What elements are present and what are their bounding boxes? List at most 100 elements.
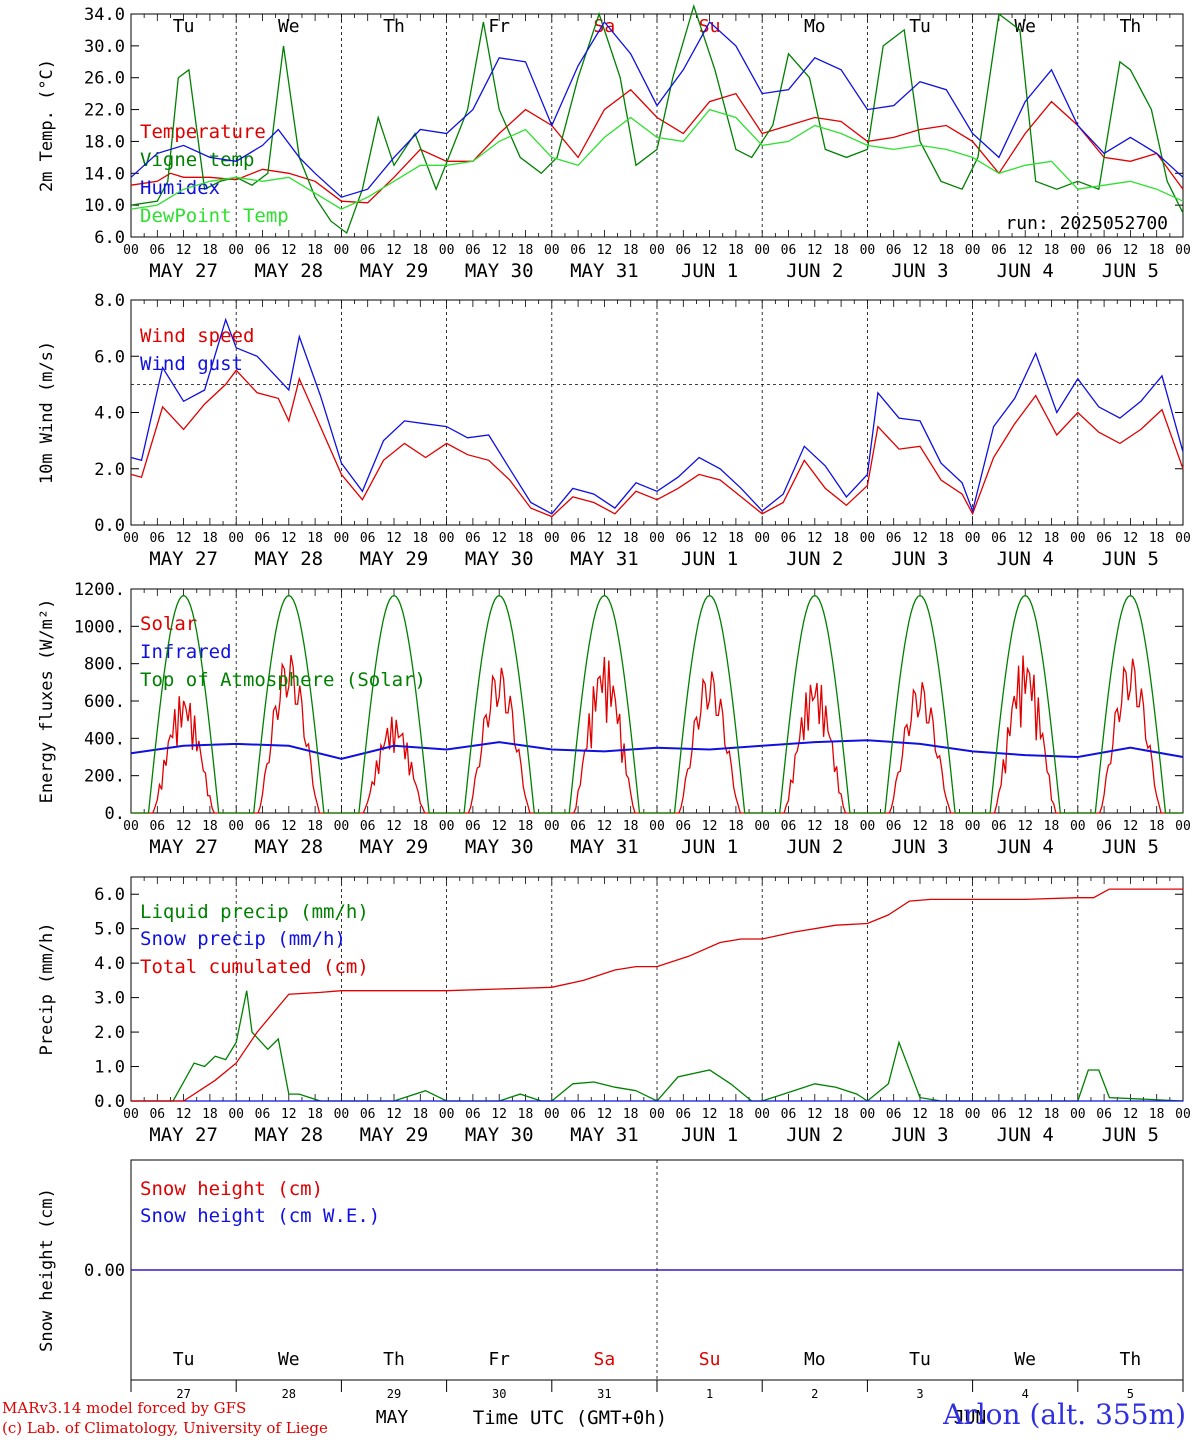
y-axis-label: Precip (mm/h) — [37, 922, 57, 1055]
date-label: JUN 2 — [786, 836, 843, 858]
hour-label: 06 — [781, 819, 797, 834]
hour-label: 12 — [1017, 1107, 1033, 1122]
hour-label: 00 — [1070, 531, 1086, 546]
hour-label: 06 — [149, 243, 165, 258]
day-number: 27 — [176, 1387, 190, 1401]
hour-label: 12 — [176, 243, 192, 258]
y-axis-label: 10m Wind (m/s) — [37, 341, 57, 484]
hour-label: 00 — [1175, 531, 1191, 546]
hour-label: 12 — [491, 243, 507, 258]
date-label: JUN 3 — [891, 836, 948, 858]
hour-label: 12 — [702, 531, 718, 546]
date-label: MAY 28 — [254, 1124, 323, 1146]
series-line-liquid-precip-mm-h- — [131, 990, 1184, 1102]
hour-label: 18 — [202, 243, 218, 258]
series-line-dewpoint-temp — [130, 108, 1184, 210]
hour-label: 12 — [702, 819, 718, 834]
y-tick-label: 1000. — [74, 617, 125, 637]
y-tick-label: 2.0 — [94, 1023, 125, 1043]
hour-label: 18 — [518, 243, 534, 258]
hour-label: 18 — [623, 819, 639, 834]
date-label: MAY 27 — [149, 1124, 218, 1146]
day-number: 3 — [916, 1387, 923, 1401]
month-label: JUN — [954, 1407, 987, 1428]
hour-label: 00 — [965, 1107, 981, 1122]
hour-label: 00 — [544, 531, 560, 546]
hour-label: 12 — [807, 1107, 823, 1122]
series-line-vigne-temp — [130, 3, 1184, 235]
hour-label: 12 — [1123, 243, 1139, 258]
y-tick-label: 400. — [84, 729, 125, 749]
series-line-top-of-atmosphere-solar- — [131, 594, 1183, 814]
hour-label: 18 — [938, 531, 954, 546]
hour-label: 12 — [281, 1107, 297, 1122]
hour-label: 00 — [123, 243, 139, 258]
hour-label: 18 — [728, 243, 744, 258]
legend-entry: Snow precip (mm/h) — [140, 928, 346, 950]
hour-label: 18 — [307, 243, 323, 258]
panel-4: 0.0 1.0 2.0 3.0 4.0 5.0 6.0 Precip (mm/h) 00 06 12… — [37, 876, 1191, 1146]
hour-label: 06 — [360, 243, 376, 258]
hour-label: 18 — [938, 819, 954, 834]
date-label: JUN 1 — [681, 836, 738, 858]
date-label: JUN 2 — [786, 1124, 843, 1146]
date-label: MAY 31 — [570, 836, 639, 858]
hour-label: 12 — [1017, 531, 1033, 546]
hour-label: 12 — [491, 531, 507, 546]
hour-label: 00 — [649, 819, 665, 834]
hour-label: 12 — [281, 819, 297, 834]
weekday-label: We — [278, 16, 300, 37]
hour-label: 06 — [1096, 531, 1112, 546]
weekday-label: We — [1014, 1349, 1036, 1370]
hour-label: 18 — [412, 243, 428, 258]
hour-label: 06 — [149, 819, 165, 834]
y-tick-label: 6.0 — [94, 347, 125, 367]
hour-label: 06 — [781, 243, 797, 258]
y-tick-label: 30.0 — [84, 37, 125, 57]
legend-entry: DewPoint Temp — [140, 205, 289, 227]
hour-label: 00 — [334, 531, 350, 546]
weekday-label: Th — [1120, 1349, 1142, 1370]
hour-label: 18 — [518, 819, 534, 834]
date-label: MAY 28 — [254, 836, 323, 858]
hour-label: 18 — [412, 819, 428, 834]
hour-label: 12 — [912, 243, 928, 258]
hour-label: 00 — [123, 531, 139, 546]
hour-label: 18 — [1149, 531, 1165, 546]
hour-label: 12 — [1123, 1107, 1139, 1122]
weekday-label: Mo — [804, 16, 826, 37]
station-name: Arlon (alt. 355m) — [943, 1398, 1186, 1431]
hour-label: 06 — [360, 1107, 376, 1122]
hour-label: 12 — [176, 531, 192, 546]
hour-label: 06 — [675, 1107, 691, 1122]
hour-label: 00 — [228, 819, 244, 834]
date-label: JUN 4 — [997, 836, 1054, 858]
hour-label: 06 — [360, 819, 376, 834]
y-tick-label: 22.0 — [84, 101, 125, 121]
hour-label: 12 — [912, 531, 928, 546]
y-tick-label: 6.0 — [94, 885, 125, 905]
hour-label: 12 — [1017, 819, 1033, 834]
y-tick-label: 0. — [105, 804, 125, 824]
weekday-label: Fr — [488, 16, 510, 37]
hour-label: 18 — [202, 1107, 218, 1122]
hour-label: 12 — [386, 531, 402, 546]
hour-label: 12 — [702, 1107, 718, 1122]
date-label: MAY 29 — [360, 548, 429, 570]
run-label: run: 2025052700 — [1005, 213, 1168, 234]
hour-label: 18 — [938, 243, 954, 258]
hour-label: 00 — [754, 819, 770, 834]
legend-entry: Wind gust — [140, 353, 243, 375]
y-tick-label: 3.0 — [94, 989, 125, 1009]
y-tick-label: 600. — [84, 692, 125, 712]
y-tick-label: 34.0 — [84, 5, 125, 25]
hour-label: 00 — [228, 1107, 244, 1122]
hour-label: 12 — [597, 243, 613, 258]
y-tick-label: 1200. — [74, 580, 125, 600]
day-number: 2 — [811, 1387, 818, 1401]
hour-label: 18 — [307, 531, 323, 546]
y-tick-label: 0.00 — [84, 1261, 125, 1281]
hour-label: 00 — [334, 819, 350, 834]
hour-label: 00 — [1175, 1107, 1191, 1122]
hour-label: 00 — [649, 1107, 665, 1122]
